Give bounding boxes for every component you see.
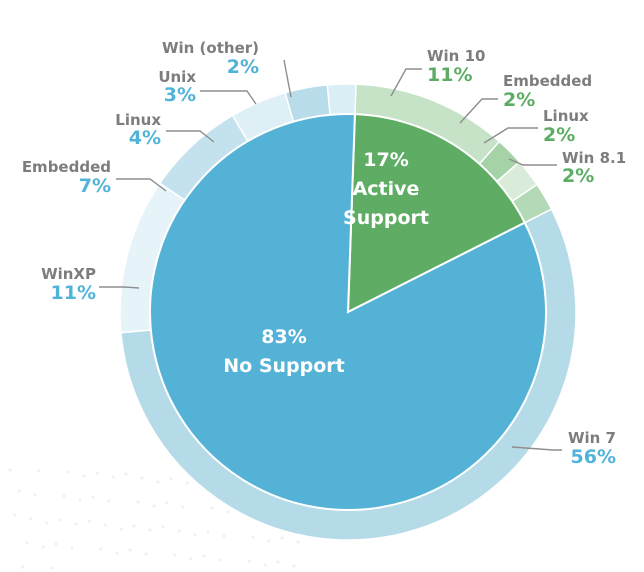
outer-label-name: Win 7	[568, 429, 616, 447]
leader-line	[459, 98, 498, 124]
outer-label-value: 2%	[227, 56, 259, 78]
outer-label-value: 3%	[164, 84, 196, 106]
leader-line	[99, 286, 140, 289]
outer-label-win-7-4: Win 756%	[511, 429, 616, 468]
leader-line	[116, 178, 167, 192]
outer-label-value: 2%	[562, 165, 594, 187]
outer-label-name: Win 8.1	[562, 149, 626, 167]
leader-line	[390, 68, 422, 97]
inner-label-active-support-value: 17%	[363, 149, 408, 171]
outer-label-name: Win (other)	[162, 39, 259, 57]
inner-label-no-support-name-1: No Support	[223, 355, 345, 377]
leader-line	[511, 446, 562, 451]
leader-line	[200, 90, 257, 105]
outer-label-value: 2%	[503, 89, 535, 111]
inner-slice-active-support	[346, 113, 527, 314]
outer-label-name: Linux	[543, 107, 589, 125]
outer-label-value: 11%	[51, 282, 96, 304]
outer-label-name: Linux	[115, 111, 161, 129]
outer-label-name: WinXP	[41, 265, 96, 283]
inner-label-active-support-name-2: Support	[343, 207, 429, 229]
outer-label-value: 2%	[543, 124, 575, 146]
leader-line	[483, 127, 538, 144]
outer-label-name: Win 10	[427, 47, 485, 65]
outer-label-value: 4%	[129, 127, 161, 149]
leader-line	[283, 59, 292, 98]
outer-label-name: Embedded	[22, 158, 111, 176]
outer-label-value: 56%	[571, 446, 616, 468]
outer-label-value: 11%	[427, 64, 472, 86]
leader-line	[166, 130, 215, 143]
outer-label-value: 7%	[79, 175, 111, 197]
inner-label-active-support-name-1: Active	[353, 178, 420, 200]
outer-label-name: Embedded	[503, 72, 592, 90]
outer-label-win-8-1-3: Win 8.12%	[508, 149, 626, 187]
inner-slice-no-support	[149, 113, 547, 511]
outer-label-name: Unix	[158, 68, 196, 86]
leader-line	[508, 158, 557, 166]
inner-label-no-support-value: 83%	[261, 326, 306, 348]
outer-label-win-other-9: Win (other)2%	[162, 39, 292, 98]
